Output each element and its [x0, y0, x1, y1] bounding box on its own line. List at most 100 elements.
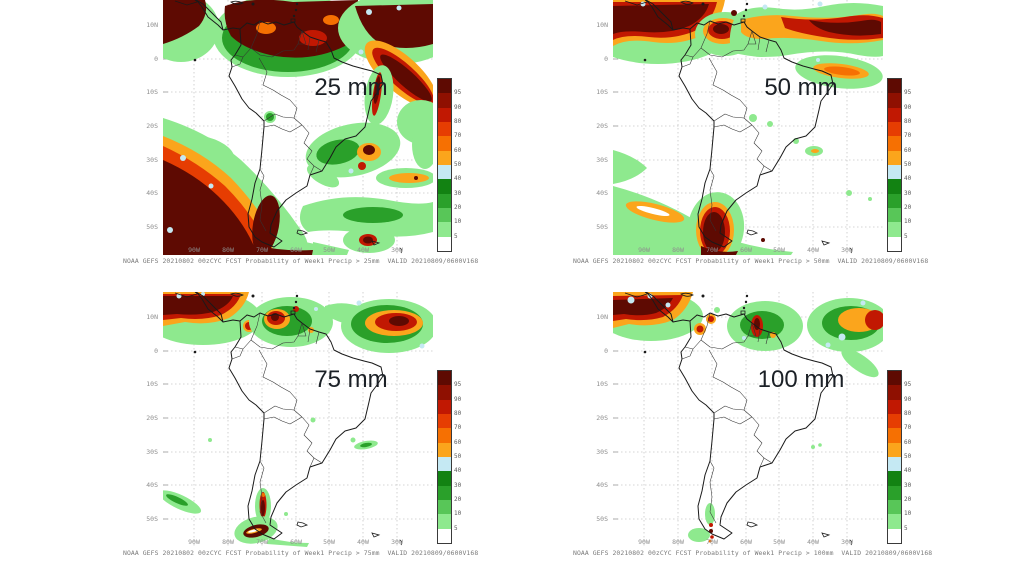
colorbar-tick-label: 70: [454, 424, 462, 432]
colorbar-segment: [888, 499, 901, 515]
lon-label: 50W: [323, 538, 335, 546]
colorbar-tick-label: 10: [904, 218, 912, 226]
colorbar-tick-label: 20: [904, 204, 912, 211]
colorbar-tick-label: 30: [454, 189, 462, 197]
colorbar-segment: [888, 207, 901, 223]
lat-axis: 10N 0 10S 20S 30S 40S 50S: [135, 0, 161, 255]
colorbar-segment: [888, 528, 901, 543]
colorbar-segment: [888, 371, 901, 386]
colorbar-tick-label: 40: [454, 467, 462, 475]
lat-axis: 10N 0 10S 20S 30S 40S 50S: [585, 292, 611, 547]
lat-label: 0: [604, 347, 608, 355]
colorbar-segment: [888, 456, 901, 472]
lon-label: 60W: [740, 538, 752, 546]
colorbar-tick-label: 5: [454, 232, 458, 240]
colorbar-segment: [888, 136, 901, 151]
map-panel-50mm: 10N 0 10S 20S 30S 40S 50S: [573, 0, 941, 276]
colorbar-tick-label: 90: [454, 395, 462, 403]
south-america-map-25mm: [163, 0, 433, 255]
lat-label: 10S: [596, 88, 608, 96]
lon-label: 80W: [222, 246, 234, 254]
lat-label: 40S: [146, 189, 158, 197]
colorbar-segment: [438, 107, 451, 122]
colorbar-tick-label: 80: [454, 118, 462, 125]
lon-label: 30W: [841, 538, 853, 546]
lat-label: 40S: [596, 481, 608, 489]
south-america-map-50mm: [613, 0, 883, 255]
lat-label: 50S: [146, 515, 158, 523]
colorbar-tick-label: 70: [454, 132, 462, 140]
lat-label: 30S: [596, 156, 608, 164]
colorbar-segment: [438, 399, 451, 414]
colorbar-tick-label: 5: [904, 524, 908, 532]
colorbar-segment: [438, 121, 451, 137]
lat-label: 40S: [146, 481, 158, 489]
colorbar-segment: [888, 399, 901, 414]
colorbar-tick-label: 60: [454, 438, 462, 446]
colorbar-segment: [438, 79, 451, 94]
lon-label: 30W: [841, 246, 853, 254]
lon-label: 70W: [706, 538, 718, 546]
probability-colorbar: 95 90 80 70 60 50 40 30 20 10 5: [887, 78, 911, 252]
colorbar-segment: [888, 121, 901, 137]
colorbar-tick-label: 30: [454, 481, 462, 489]
colorbar-tick-label: 40: [454, 175, 462, 183]
lat-label: 20S: [596, 414, 608, 422]
colorbar-tick-label: 30: [904, 189, 912, 197]
colorbar-segment: [438, 371, 451, 386]
map-panel-100mm: 10N 0 10S 20S 30S 40S 50S: [573, 292, 941, 568]
colorbar-segment: [888, 93, 901, 108]
colorbar-segment: [438, 514, 451, 529]
threshold-annotation: 100 mm: [757, 366, 845, 393]
colorbar-segment: [888, 442, 901, 457]
colorbar-segment: [888, 179, 901, 194]
probability-colorbar: 95 90 80 70 60 50 40 30 20 10 5: [887, 370, 911, 544]
colorbar-tick-label: 10: [454, 218, 462, 226]
map-caption: NOAA GEFS 20210802 00zCYC FCST Probabili…: [573, 549, 933, 557]
lon-label: 60W: [290, 246, 302, 254]
map-panel-75mm: 10N 0 10S 20S 30S 40S 50S: [123, 292, 491, 568]
colorbar-segment: [438, 456, 451, 472]
colorbar-segment: [888, 107, 901, 122]
lat-label: 0: [154, 55, 158, 63]
lat-label: 10N: [146, 313, 158, 321]
colorbar-tick-label: 5: [904, 232, 908, 240]
colorbar-segment: [888, 428, 901, 443]
lat-label: 10N: [596, 313, 608, 321]
lon-label: 40W: [357, 538, 369, 546]
lon-label: 50W: [773, 246, 785, 254]
colorbar-tick-label: 95: [904, 89, 912, 97]
colorbar-segment: [438, 485, 451, 500]
map-plot-50mm: 50 mm 90W 80W 70W 60W 50W 40W 30W: [613, 0, 883, 255]
lat-label: 0: [604, 55, 608, 63]
lon-label: 80W: [222, 538, 234, 546]
map-caption: NOAA GEFS 20210802 00zCYC FCST Probabili…: [573, 257, 929, 265]
lon-label: 90W: [638, 538, 650, 546]
colorbar-segment: [888, 471, 901, 486]
colorbar-segment: [888, 150, 901, 165]
lat-label: 50S: [596, 223, 608, 231]
lon-label: 70W: [256, 538, 268, 546]
colorbar-segment: [888, 164, 901, 180]
lat-axis: 10N 0 10S 20S 30S 40S 50S: [585, 0, 611, 255]
lon-label: 60W: [290, 538, 302, 546]
colorbar-segment: [438, 471, 451, 486]
colorbar-tick-label: 40: [904, 467, 912, 475]
colorbar-segment: [438, 179, 451, 194]
map-caption: NOAA GEFS 20210802 00zCYC FCST Probabili…: [123, 257, 479, 265]
lat-label: 20S: [146, 414, 158, 422]
colorbar-tick-label: 20: [904, 496, 912, 503]
lat-label: 10S: [146, 88, 158, 96]
lat-axis: 10N 0 10S 20S 30S 40S 50S: [135, 292, 161, 547]
colorbar-segment: [888, 236, 901, 251]
colorbar-tick-label: 95: [904, 381, 912, 389]
lon-label: 70W: [706, 246, 718, 254]
colorbar-tick-label: 40: [904, 175, 912, 183]
colorbar-segment: [888, 485, 901, 500]
lat-label: 0: [154, 347, 158, 355]
colorbar-tick-label: 90: [454, 103, 462, 111]
map-plot-75mm: 75 mm 90W 80W 70W 60W 50W 40W 30W: [163, 292, 433, 547]
colorbar-segment: [438, 136, 451, 151]
lat-label: 30S: [146, 448, 158, 456]
